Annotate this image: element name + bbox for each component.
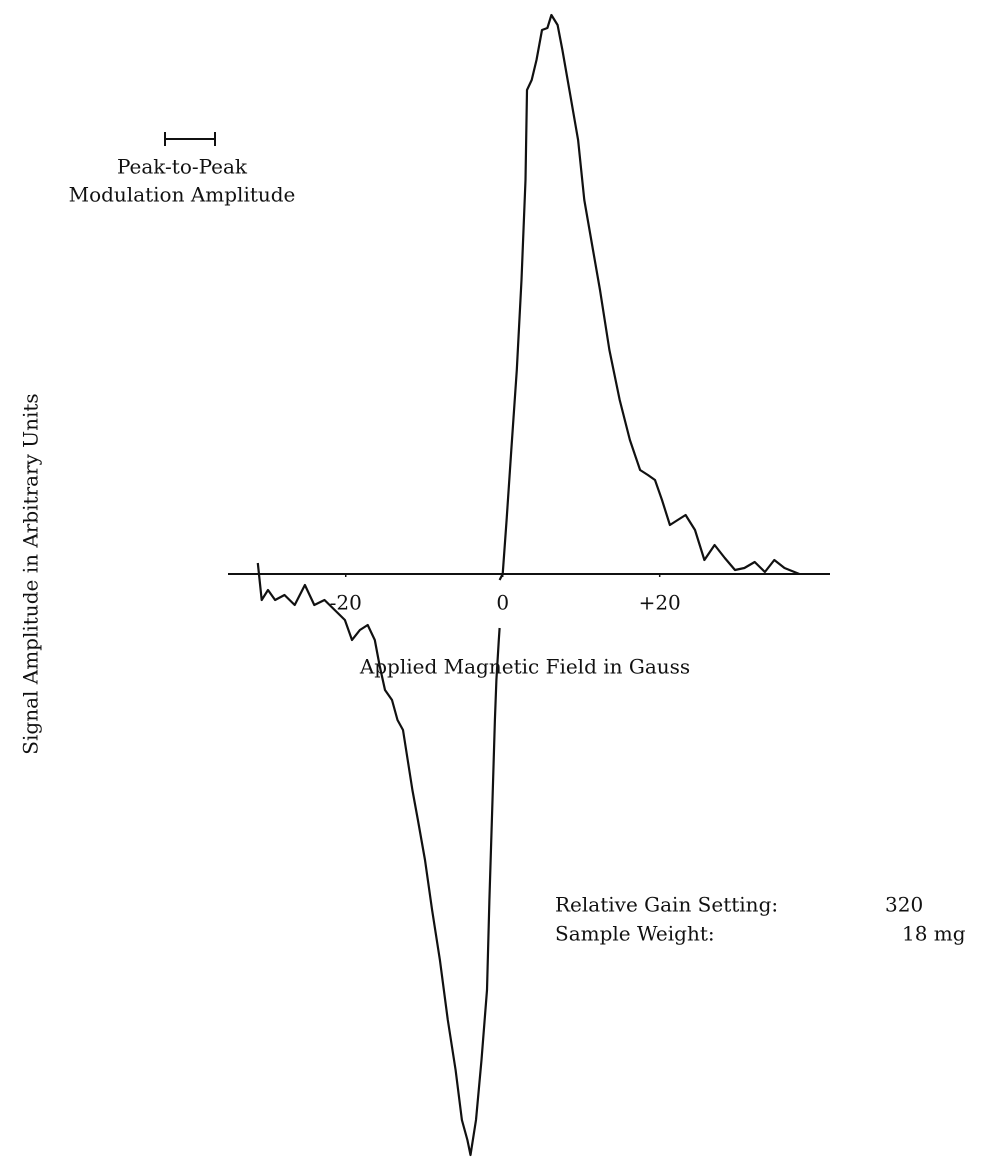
x-tick-label: +20 — [639, 591, 681, 615]
annotation: 18 mg — [902, 922, 966, 946]
annotation: Peak-to-Peak — [117, 155, 248, 179]
annotation: Relative Gain Setting: — [555, 893, 778, 917]
x-axis-label: Applied Magnetic Field in Gauss — [359, 655, 690, 679]
annotation: 320 — [885, 893, 923, 917]
y-axis-label: Signal Amplitude in Arbitrary Units — [19, 393, 43, 754]
signal-line — [256, 13, 800, 1157]
annotation: Modulation Amplitude — [69, 183, 296, 207]
x-tick-label: 0 — [496, 591, 509, 615]
annotation: Sample Weight: — [555, 922, 715, 946]
